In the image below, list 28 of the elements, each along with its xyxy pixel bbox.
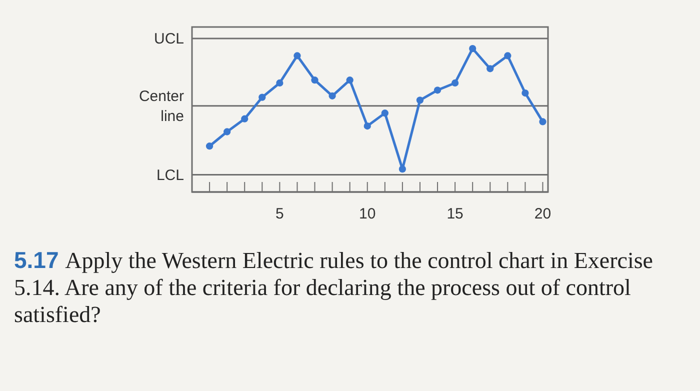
x-tick-label: 10: [359, 206, 376, 223]
point: [311, 76, 318, 84]
point: [504, 52, 512, 60]
point: [241, 115, 248, 122]
point: [364, 122, 371, 130]
point: [258, 94, 266, 101]
point: [434, 86, 442, 94]
point: [522, 89, 529, 97]
point: [398, 165, 406, 173]
point: [451, 79, 459, 87]
point: [381, 110, 388, 117]
x-tick-label: 20: [534, 206, 552, 223]
ref-line-label: UCL: [154, 30, 184, 48]
point: [328, 92, 336, 100]
text: 5.17 Apply the Western Electric rules to the control chart in Exercise 5.14. Are any of the criteria for declaring the process out of control satisfied?: [14, 247, 654, 327]
point: [206, 142, 214, 150]
point: [486, 65, 494, 72]
ref-line-label: LCL: [156, 166, 184, 184]
point: [276, 79, 284, 87]
x-tick-label: 15: [446, 206, 464, 223]
ref-line-label: Center line: [138, 88, 184, 125]
point: [416, 96, 424, 104]
point: [294, 52, 301, 60]
point: [224, 128, 231, 136]
point: [346, 76, 354, 84]
point: [539, 118, 546, 126]
x-tick-label: 5: [276, 206, 284, 223]
point: [469, 44, 476, 52]
